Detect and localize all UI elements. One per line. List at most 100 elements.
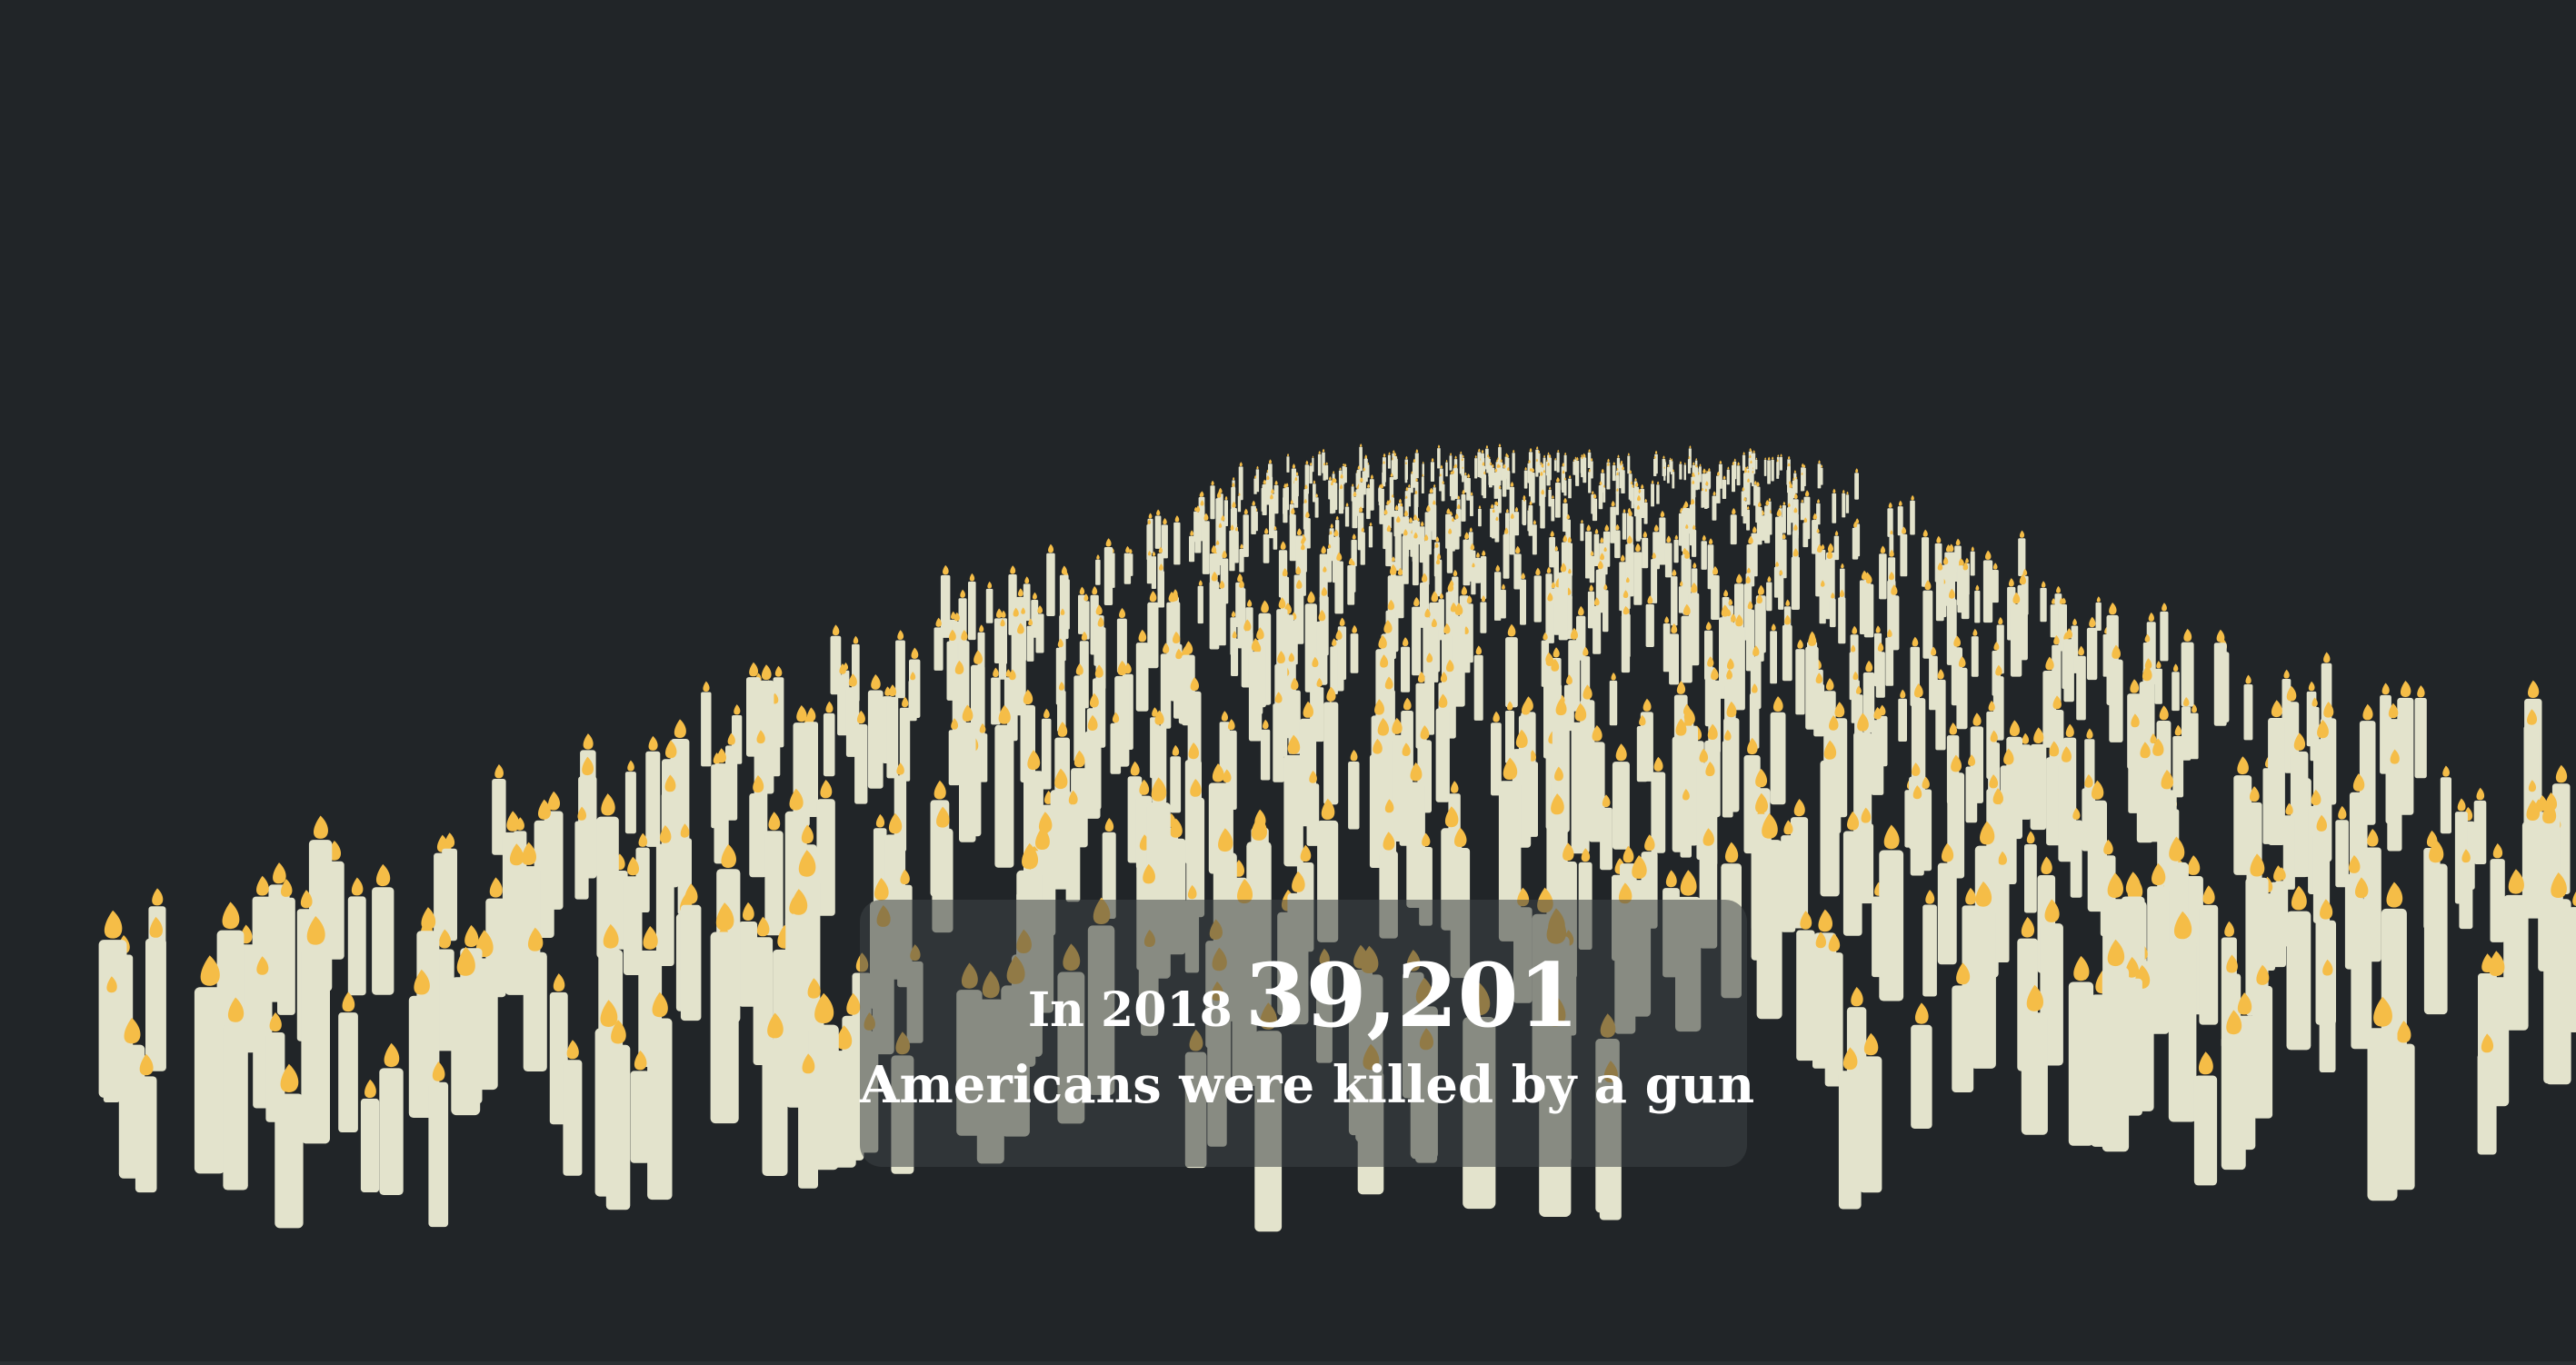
candle-flame [1125,545,1130,553]
candle-flame [1779,569,1783,575]
candle-body [1670,461,1673,474]
candle-body [1716,475,1721,503]
candle-flame [1112,712,1120,723]
candle [1239,543,1244,573]
candle-flame [664,774,676,792]
candle-flame [1263,479,1266,484]
candle-flame [1216,491,1222,498]
candle-flame [1656,481,1660,484]
candle-body [1229,530,1235,572]
candle [645,735,661,847]
candle [1615,488,1620,515]
candle-body [714,763,729,864]
candle-flame [1705,762,1715,777]
candle-flame [1263,719,1269,730]
candle-body [1551,498,1555,522]
candle-flame [1158,546,1163,553]
candle-body [1147,602,1159,669]
candle-flame [1397,567,1403,575]
candle-body [2335,820,2349,888]
candle-flame [1510,482,1514,487]
candle-flame [2173,911,2192,940]
candle-body [1441,483,1445,502]
candle [1352,491,1358,529]
candle-flame [1753,480,1757,485]
candle-body [2095,602,2102,631]
candle-flame [1533,520,1536,524]
candle-flame [1815,932,1827,949]
candle-flame [1671,623,1678,633]
candle-flame [1748,535,1753,544]
candle-flame [2429,839,2444,863]
candle-flame [1451,781,1459,793]
candle-body [2392,1043,2415,1191]
candle-flame [1965,887,1977,905]
candle-body [1410,473,1413,493]
candle-flame [1495,501,1499,506]
candle-flame [1826,550,1833,559]
candle-flame [1691,583,1698,593]
candle-flame [1592,725,1603,742]
candle-flame [1937,562,1943,571]
candle-flame [1266,475,1270,481]
candle-flame [1746,465,1749,469]
candle-body [1369,754,1385,868]
candle-flame [1092,586,1098,595]
candle [1402,529,1409,584]
candle-flame [806,707,816,722]
candle-body [1289,514,1296,562]
candle-body [1489,465,1493,488]
candle-flame [1792,548,1799,557]
candle-flame [1566,674,1573,685]
candle-flame [489,877,503,898]
candle-flame [1801,499,1803,503]
candle-body [2319,976,2336,1072]
candle-flame [1243,508,1248,514]
candle [746,662,761,757]
candle-flame [1554,766,1563,782]
candle-flame [1671,458,1673,462]
candle-body [1745,609,1754,672]
candle-flame [1588,449,1591,453]
candle-flame [1453,569,1458,577]
candle-flame [2026,831,2035,844]
candle-flame [1622,605,1629,615]
candle-flame [1554,545,1559,552]
candle-body [1382,463,1386,487]
candle [1480,550,1487,600]
candle [1974,584,1981,623]
candle-body [934,627,944,671]
candle-flame [1972,628,1978,636]
candle [1513,545,1522,590]
candle-flame [1431,591,1439,603]
candle-flame [1772,696,1783,712]
candle-body [1771,459,1774,482]
candle [1382,461,1386,487]
candle-flame [2161,770,2173,790]
candle-body [1845,494,1850,513]
candle-body [1651,559,1658,603]
candle-flame [2112,644,2122,659]
candle-body [1871,720,1884,795]
candle [1446,528,1453,573]
candle [624,760,636,834]
candle-body [1824,952,1843,1087]
candle [1716,471,1721,503]
candle-body [2058,762,2074,862]
candle [2335,805,2349,888]
candle-flame [1251,815,1268,841]
candle [1463,532,1471,586]
candle-body [1492,513,1496,539]
candle-flame [1665,870,1677,888]
candle-flame [1481,449,1484,453]
candle-flame [2125,957,2140,978]
candle [1935,562,1944,622]
candle-flame [1315,493,1318,497]
candle-body [1494,572,1502,621]
candle-flame [1603,583,1608,590]
candle [1323,686,1339,805]
candle [1309,462,1313,484]
candle [1314,678,1324,742]
candle-flame [2442,765,2450,777]
candle-flame [1723,589,1729,597]
